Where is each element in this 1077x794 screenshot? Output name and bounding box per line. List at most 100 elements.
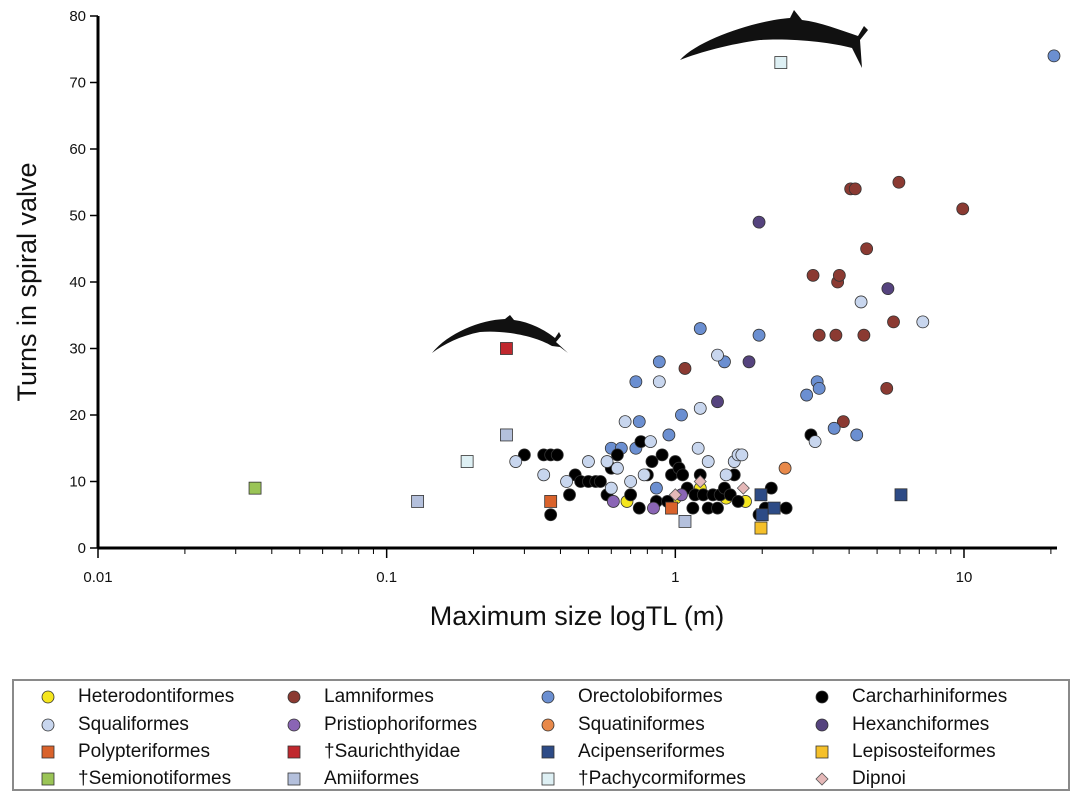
data-point [460, 455, 474, 468]
data-point [693, 322, 707, 335]
data-point [880, 381, 894, 395]
data-point [711, 348, 724, 362]
legend-item: Lepisosteiformes [814, 739, 996, 765]
legend-marker-shape [41, 718, 55, 732]
data-point [611, 448, 624, 462]
axes: 0.01 0.1 1 10 0 10 20 30 40 50 60 70 80 [69, 8, 1057, 586]
legend-marker [287, 718, 301, 732]
y-tick-label: 20 [69, 407, 86, 424]
data-point [686, 501, 700, 515]
legend-label: Pristiophoriformes [324, 714, 478, 735]
legend-label: Heterodontiformes [78, 686, 235, 707]
legend-marker-shape [815, 772, 829, 786]
data-point [560, 475, 573, 488]
data-point [735, 448, 749, 462]
legend-marker-shape [541, 718, 555, 732]
legend-item: †Pachycormiformes [540, 766, 746, 792]
legend-item: Heterodontiformes [40, 684, 234, 710]
legend: Heterodontiformes Lamniformes Orectolobifo… [12, 679, 1070, 791]
legend-item: Squatiniformes [540, 712, 705, 738]
x-tick-label: 10 [956, 569, 973, 586]
data-point [537, 468, 551, 482]
data-points [248, 49, 1061, 535]
legend-label: †Pachycormiformes [578, 768, 746, 789]
data-point [711, 395, 724, 409]
data-point [848, 182, 862, 196]
data-point [887, 315, 900, 329]
data-point [618, 415, 632, 429]
data-point [544, 508, 558, 522]
data-point [764, 481, 778, 495]
legend-marker-shape [815, 718, 829, 732]
legend-label: Carcharhiniformes [852, 686, 1008, 707]
legend-item: Carcharhiniformes [814, 684, 1007, 710]
data-point [624, 488, 638, 502]
data-point [604, 481, 618, 495]
data-point [500, 342, 513, 355]
fish-silhouette-large [680, 10, 868, 68]
data-point [812, 381, 826, 395]
data-point [606, 495, 620, 508]
data-point [637, 468, 651, 482]
legend-label: Orectolobiformes [578, 686, 723, 707]
legend-marker-shape [541, 690, 555, 704]
legend-label: Hexanchiformes [852, 714, 990, 735]
legend-label: Lepisosteiformes [852, 741, 996, 762]
data-point [736, 481, 750, 495]
legend-marker [41, 718, 55, 732]
data-point [652, 355, 666, 369]
legend-label: Squaliformes [78, 714, 189, 735]
legend-label: †Semionotiformes [78, 768, 232, 789]
data-point [742, 355, 756, 369]
data-point [509, 455, 523, 468]
data-point [779, 501, 793, 515]
legend-marker [815, 690, 829, 704]
legend-label: Lamniformes [324, 686, 434, 707]
x-tick-label: 0.01 [83, 569, 112, 586]
data-point [836, 415, 850, 429]
legend-item: Polypteriformes [40, 739, 210, 765]
data-point [881, 282, 895, 296]
legend-marker-shape [41, 772, 55, 786]
data-point [755, 508, 769, 522]
data-point [854, 295, 868, 309]
legend-marker-shape [815, 745, 829, 759]
legend-item: Lamniformes [286, 684, 434, 710]
data-point [593, 475, 607, 488]
x-axis-label: Maximum size logTL (m) [430, 601, 725, 631]
legend-marker [287, 690, 301, 704]
y-tick-label: 60 [69, 141, 86, 158]
legend-item: †Saurichthyidae [286, 739, 460, 765]
legend-marker [815, 772, 829, 786]
legend-marker-shape [541, 772, 555, 786]
data-point [731, 495, 745, 508]
legend-marker [815, 745, 829, 759]
data-point [827, 421, 841, 435]
legend-marker-shape [41, 690, 55, 704]
legend-marker-shape [41, 745, 55, 759]
y-tick-label: 70 [69, 75, 86, 92]
legend-item: Orectolobiformes [540, 684, 723, 710]
data-point [829, 328, 843, 342]
y-tick-label: 80 [69, 8, 86, 25]
legend-item: Squaliformes [40, 712, 189, 738]
legend-marker [541, 745, 555, 759]
data-point [916, 315, 930, 329]
data-point [806, 268, 820, 282]
y-tick-label: 0 [78, 540, 86, 557]
data-point [644, 435, 657, 449]
data-point [645, 455, 659, 468]
data-point [778, 461, 792, 475]
data-point [678, 515, 692, 528]
data-point [611, 461, 624, 475]
data-point [860, 242, 874, 256]
data-point [517, 448, 531, 462]
data-point [647, 501, 660, 515]
legend-label: Dipnoi [852, 768, 906, 789]
legend-marker [41, 745, 55, 759]
data-point [701, 455, 715, 468]
data-point [808, 435, 822, 449]
data-point [665, 501, 678, 515]
data-point [850, 428, 864, 442]
data-point [662, 428, 676, 442]
